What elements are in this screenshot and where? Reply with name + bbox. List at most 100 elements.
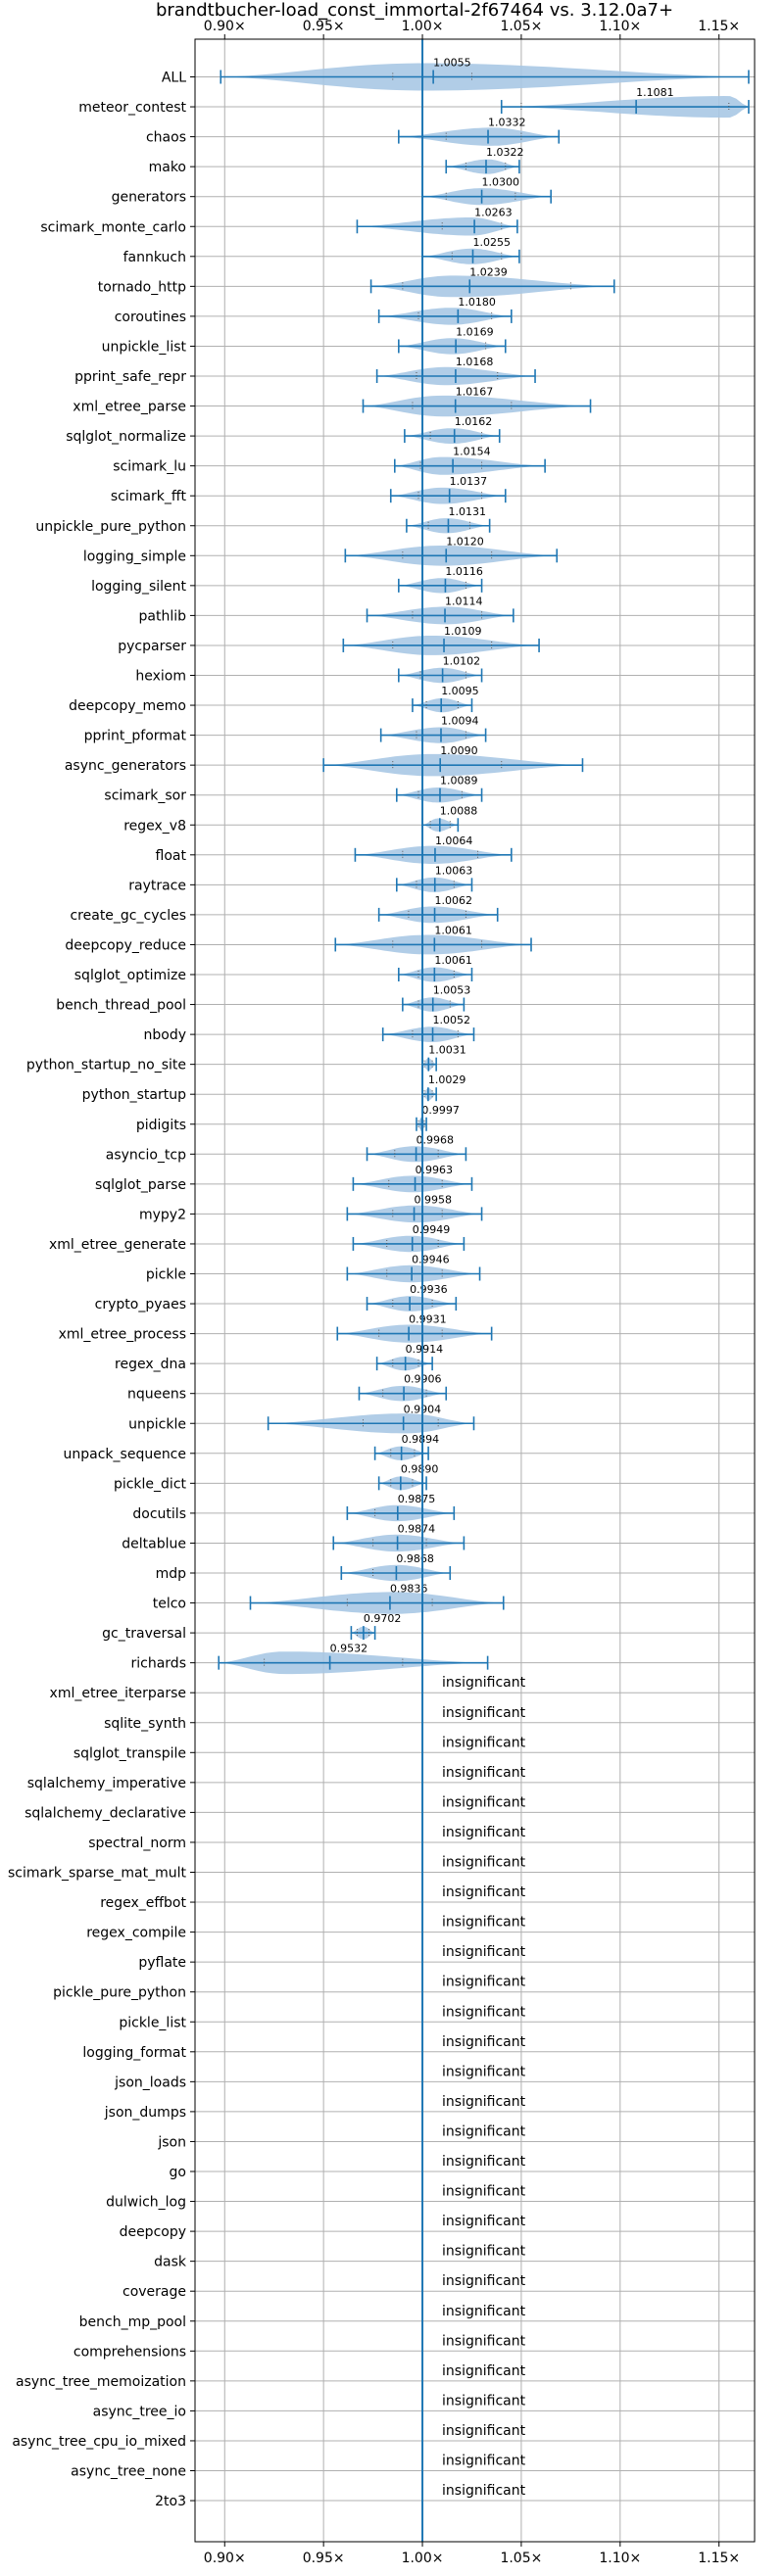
value-label: 1.0162 — [455, 415, 493, 428]
category-label: async_tree_cpu_io_mixed — [12, 2434, 186, 2450]
insignificant-label: insignificant — [442, 1675, 526, 1691]
category-label: comprehensions — [74, 2344, 186, 2360]
category-label: scimark_sparse_mat_mult — [8, 1866, 186, 1882]
insignificant-label: insignificant — [442, 1794, 526, 1810]
value-label: 1.0052 — [433, 1014, 471, 1026]
violin-deepcopy_reduce: 1.0061 — [334, 924, 532, 955]
category-label: regex_effbot — [100, 1895, 186, 1911]
violin-pycparser: 1.0109 — [342, 625, 540, 655]
category-label: pickle_list — [119, 2015, 186, 2030]
category-label: python_startup — [82, 1087, 186, 1103]
violin-meteor_contest: 1.1081 — [500, 86, 750, 119]
tick-label-bottom: 1.05× — [500, 2551, 542, 2566]
category-label: json — [157, 2134, 186, 2150]
category-label: pycparser — [118, 639, 186, 654]
violin-docutils: 0.9875 — [346, 1493, 456, 1522]
value-label: 0.9894 — [402, 1433, 440, 1446]
violin-xml_etree_process: 0.9931 — [336, 1313, 493, 1343]
value-label: 0.9890 — [401, 1462, 439, 1475]
value-label: 1.0255 — [472, 236, 510, 249]
value-label: 0.9958 — [415, 1193, 453, 1206]
value-label: 1.0089 — [440, 775, 478, 787]
category-label: ALL — [162, 71, 186, 86]
insignificant-label: insignificant — [442, 2064, 526, 2079]
value-label: 1.0120 — [446, 535, 484, 548]
category-label: tornado_http — [98, 279, 186, 295]
violin-nqueens: 0.9906 — [358, 1373, 448, 1402]
value-label: 0.9963 — [416, 1164, 454, 1176]
violin-bench_thread_pool: 1.0053 — [402, 984, 470, 1012]
value-label: 1.0168 — [456, 356, 494, 368]
category-label: regex_dna — [115, 1357, 186, 1372]
violin-unpack_sequence: 0.9894 — [373, 1433, 440, 1460]
value-label: 1.0116 — [445, 565, 483, 578]
value-label: 1.1081 — [636, 86, 674, 99]
violin-nbody: 1.0052 — [381, 1014, 475, 1042]
category-label: telco — [153, 1597, 186, 1612]
value-label: 0.9997 — [421, 1104, 460, 1117]
category-label: sqlglot_parse — [95, 1177, 186, 1193]
value-label: 0.9946 — [412, 1254, 450, 1266]
value-label: 1.0062 — [435, 894, 473, 907]
insignificant-label: insignificant — [442, 2454, 526, 2469]
insignificant-label: insignificant — [442, 2423, 526, 2439]
insignificant-label: insignificant — [442, 2333, 526, 2349]
violin-sqlglot_normalize: 1.0162 — [404, 415, 501, 444]
category-label: pickle_pure_python — [53, 1985, 186, 2001]
tick-label-top: 1.05× — [500, 19, 542, 34]
tick-label-bottom: 0.90× — [204, 2551, 246, 2566]
chart-title: brandtbucher-load_const_immortal-2f67464… — [156, 0, 673, 21]
category-label: pickle_dict — [114, 1476, 187, 1492]
category-label: unpickle_list — [102, 339, 187, 355]
value-label: 1.0029 — [428, 1073, 466, 1086]
violin-hexiom: 1.0102 — [398, 655, 483, 684]
insignificant-label: insignificant — [442, 1944, 526, 1960]
value-label: 1.0137 — [450, 475, 488, 488]
violin-unpickle: 0.9904 — [267, 1403, 475, 1434]
insignificant-label: insignificant — [442, 2393, 526, 2409]
category-label: generators — [112, 190, 186, 206]
category-label: hexiom — [135, 669, 186, 685]
value-label: 0.9936 — [410, 1283, 448, 1296]
category-label: xml_etree_process — [59, 1327, 186, 1343]
value-label: 1.0031 — [428, 1044, 466, 1057]
category-label: spectral_norm — [88, 1836, 186, 1851]
category-label: deepcopy — [120, 2224, 186, 2240]
value-label: 1.0055 — [433, 57, 471, 70]
category-label: xml_etree_iterparse — [50, 1686, 186, 1701]
violin-coroutines: 1.0180 — [377, 296, 513, 325]
violin-scimark_sor: 1.0089 — [396, 775, 483, 803]
category-label: unpack_sequence — [64, 1447, 186, 1462]
value-label: 1.0090 — [440, 744, 478, 757]
violin-create_gc_cycles: 1.0062 — [377, 894, 499, 924]
category-label: meteor_contest — [78, 100, 186, 116]
violin-regex_v8: 1.0088 — [421, 804, 477, 833]
insignificant-label: insignificant — [442, 2034, 526, 2050]
category-label: float — [156, 848, 187, 864]
value-label: 0.9875 — [398, 1493, 436, 1505]
category-label: async_tree_io — [93, 2404, 186, 2419]
insignificant-label: insignificant — [442, 2214, 526, 2229]
violin-generators: 1.0300 — [421, 176, 552, 206]
category-label: create_gc_cycles — [70, 908, 186, 924]
category-label: logging_silent — [91, 579, 186, 595]
value-label: 0.9931 — [409, 1313, 447, 1326]
category-label: bench_mp_pool — [79, 2314, 186, 2330]
category-label: dulwich_log — [106, 2195, 186, 2211]
insignificant-label: insignificant — [442, 2273, 526, 2289]
violin-python_startup_no_site: 1.0031 — [421, 1044, 466, 1072]
category-label: json_loads — [114, 2075, 186, 2090]
insignificant-label: insignificant — [442, 1975, 526, 1990]
category-label: sqlglot_optimize — [74, 968, 186, 983]
tick-label-bottom: 0.95× — [303, 2551, 345, 2566]
violin-xml_etree_parse: 1.0167 — [362, 386, 592, 417]
value-label: 0.9836 — [390, 1583, 428, 1596]
category-label: dask — [154, 2255, 187, 2270]
category-label: pprint_pformat — [84, 729, 187, 744]
category-label: sqlalchemy_imperative — [27, 1776, 186, 1791]
category-label: json_dumps — [104, 2105, 186, 2121]
insignificant-label: insignificant — [442, 1855, 526, 1871]
category-label: gc_traversal — [102, 1626, 186, 1642]
value-label: 1.0095 — [441, 685, 479, 697]
violin-logging_simple: 1.0120 — [344, 535, 559, 566]
